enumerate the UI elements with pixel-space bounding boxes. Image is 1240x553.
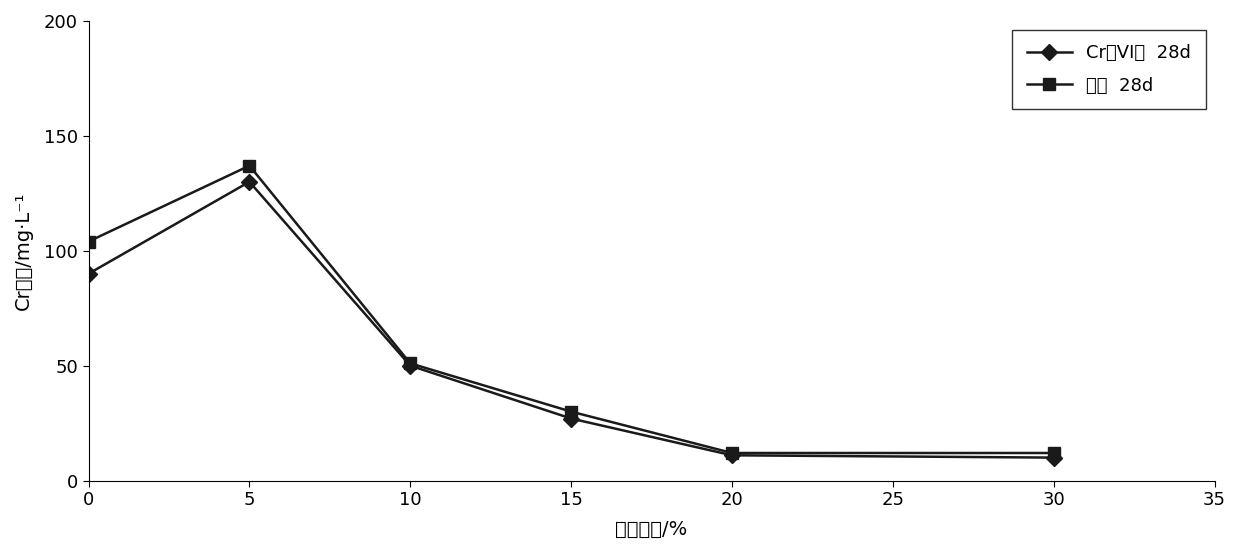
- Line: 总铬  28d: 总铬 28d: [83, 160, 1059, 458]
- X-axis label: 水泥掺量/%: 水泥掺量/%: [615, 520, 688, 539]
- Legend: Cr（VI）  28d, 总铬  28d: Cr（VI） 28d, 总铬 28d: [1012, 30, 1205, 109]
- Cr（VI）  28d: [81, 270, 95, 277]
- 总铬  28d: [81, 238, 95, 245]
- 总铬  28d: [1047, 450, 1061, 456]
- Cr（VI）  28d: [242, 179, 257, 185]
- Cr（VI）  28d: [1047, 454, 1061, 461]
- Line: Cr（VI）  28d: Cr（VI） 28d: [83, 176, 1059, 463]
- Cr（VI）  28d: [724, 452, 739, 458]
- Y-axis label: Cr浓度/mg·L⁻¹: Cr浓度/mg·L⁻¹: [14, 191, 33, 310]
- Cr（VI）  28d: [403, 362, 418, 369]
- Cr（VI）  28d: [564, 415, 579, 422]
- 总铬  28d: [724, 450, 739, 456]
- 总铬  28d: [242, 163, 257, 169]
- 总铬  28d: [564, 408, 579, 415]
- 总铬  28d: [403, 360, 418, 367]
